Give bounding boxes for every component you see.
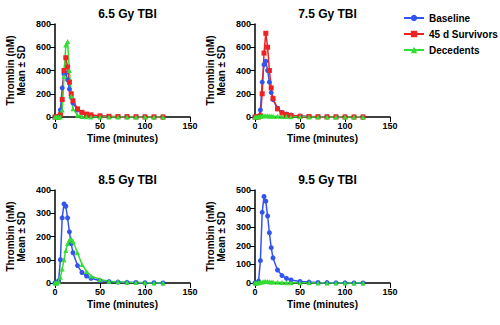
svg-text:50: 50 <box>95 287 105 297</box>
svg-text:150: 150 <box>182 287 197 297</box>
svg-text:400: 400 <box>36 66 51 76</box>
svg-text:800: 800 <box>36 19 51 29</box>
svg-text:100: 100 <box>36 255 51 265</box>
svg-text:300: 300 <box>236 222 251 232</box>
svg-text:0: 0 <box>246 278 251 288</box>
svg-text:150: 150 <box>382 121 397 131</box>
svg-text:0: 0 <box>46 278 51 288</box>
svg-text:800: 800 <box>236 19 251 29</box>
svg-text:150: 150 <box>382 287 397 297</box>
svg-text:100: 100 <box>137 287 152 297</box>
svg-text:45 d Survivors: 45 d Survivors <box>429 29 498 40</box>
svg-text:100: 100 <box>137 121 152 131</box>
svg-text:6.5 Gy TBI: 6.5 Gy TBI <box>98 7 157 21</box>
svg-text:Mean ± SD: Mean ± SD <box>16 45 27 96</box>
svg-text:400: 400 <box>236 66 251 76</box>
svg-text:200: 200 <box>236 89 251 99</box>
svg-text:Time (minutes): Time (minutes) <box>287 299 358 310</box>
svg-text:Thrombin (nM): Thrombin (nM) <box>205 202 216 272</box>
svg-text:400: 400 <box>236 204 251 214</box>
svg-text:Time (minutes): Time (minutes) <box>87 133 158 144</box>
svg-text:200: 200 <box>36 89 51 99</box>
svg-text:400: 400 <box>36 185 51 195</box>
svg-text:Thrombin (nM): Thrombin (nM) <box>5 202 16 272</box>
svg-text:600: 600 <box>236 42 251 52</box>
svg-text:0: 0 <box>252 121 257 131</box>
svg-text:Thrombin (nM): Thrombin (nM) <box>205 36 216 106</box>
svg-text:100: 100 <box>337 287 352 297</box>
svg-text:100: 100 <box>337 121 352 131</box>
svg-text:100: 100 <box>236 259 251 269</box>
svg-text:0: 0 <box>246 112 251 122</box>
svg-text:50: 50 <box>295 287 305 297</box>
svg-text:Time (minutes): Time (minutes) <box>287 133 358 144</box>
svg-text:Mean ± SD: Mean ± SD <box>16 211 27 262</box>
svg-text:Thrombin (nM): Thrombin (nM) <box>5 36 16 106</box>
svg-text:9.5 Gy TBI: 9.5 Gy TBI <box>298 173 357 187</box>
svg-text:50: 50 <box>295 121 305 131</box>
svg-text:600: 600 <box>36 42 51 52</box>
svg-text:200: 200 <box>236 241 251 251</box>
svg-text:300: 300 <box>36 208 51 218</box>
svg-text:0: 0 <box>46 112 51 122</box>
svg-text:8.5 Gy TBI: 8.5 Gy TBI <box>98 173 157 187</box>
svg-text:500: 500 <box>236 185 251 195</box>
svg-text:0: 0 <box>252 287 257 297</box>
svg-text:Time (minutes): Time (minutes) <box>87 299 158 310</box>
svg-text:Mean ± SD: Mean ± SD <box>216 211 227 262</box>
svg-text:Decedents: Decedents <box>429 45 480 56</box>
svg-text:0: 0 <box>52 287 57 297</box>
svg-text:50: 50 <box>95 121 105 131</box>
svg-text:0: 0 <box>52 121 57 131</box>
svg-text:7.5 Gy TBI: 7.5 Gy TBI <box>298 7 357 21</box>
svg-text:200: 200 <box>36 232 51 242</box>
svg-text:150: 150 <box>182 121 197 131</box>
svg-text:Baseline: Baseline <box>429 13 471 24</box>
svg-text:Mean ± SD: Mean ± SD <box>216 45 227 96</box>
